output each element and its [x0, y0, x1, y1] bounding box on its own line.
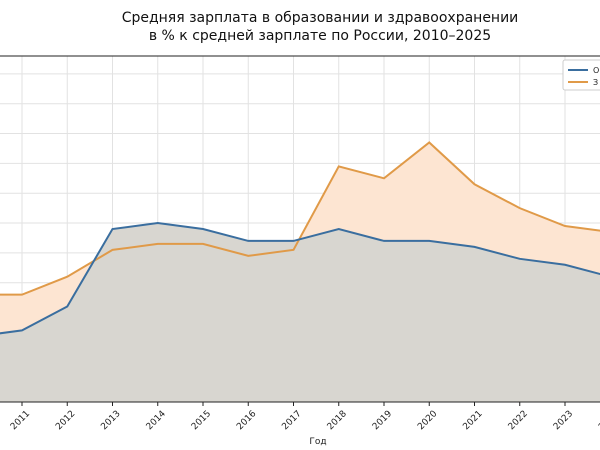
x-tick-label: 2023: [552, 409, 575, 432]
x-tick-label: 2012: [54, 409, 77, 432]
series-area-obrazovanie: [0, 223, 600, 402]
chart-title: Средняя зарплата в образовании и здравоо…: [121, 10, 519, 26]
x-tick-label: 2018: [326, 409, 349, 432]
x-tick-label: 2021: [461, 409, 484, 432]
x-tick-label: 2014: [145, 409, 168, 432]
x-tick-label: 2019: [371, 409, 394, 432]
x-tick-label: 2020: [416, 409, 439, 432]
x-tick-label: 2013: [99, 409, 122, 432]
x-axis-label: Год: [309, 437, 326, 447]
legend-label: З: [593, 78, 598, 87]
x-tick-label: 2016: [235, 409, 258, 432]
x-tick-label: 2015: [190, 409, 213, 432]
chart-subtitle: в % к средней зарплате по России, 2010–2…: [148, 28, 492, 44]
x-tick-label: 2017: [280, 409, 303, 432]
x-tick-label: 2011: [9, 409, 32, 432]
legend-label: О: [593, 66, 599, 75]
series-line-zdravookhranenie: [0, 141, 600, 296]
series-line-obrazovanie: [0, 222, 600, 335]
x-tick-label: 2022: [507, 409, 530, 432]
